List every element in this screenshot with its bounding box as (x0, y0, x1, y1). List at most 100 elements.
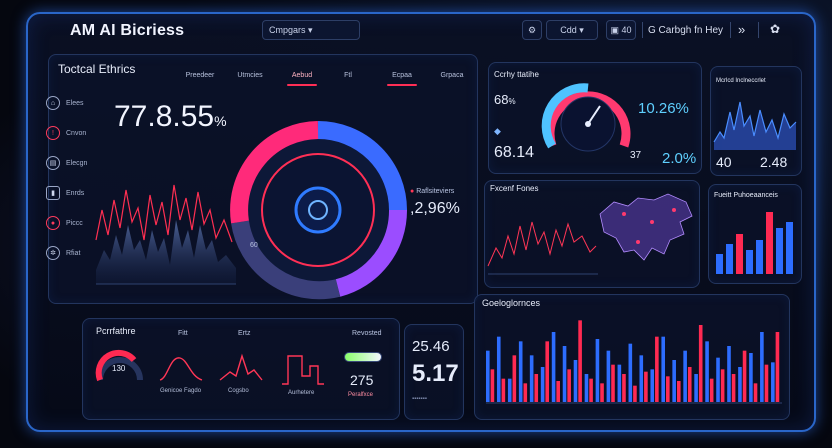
search-input[interactable]: Cmpgars ▾ (262, 20, 360, 40)
bar (600, 383, 604, 402)
area-fill (714, 102, 796, 150)
donut-ring-chart (230, 121, 408, 300)
bar (694, 374, 698, 402)
mid-right-bar-chart (716, 212, 793, 274)
number-bottom: 5.17 (412, 360, 459, 387)
gauge-marker: ◆ (494, 126, 501, 136)
print-label: 40 (621, 25, 632, 35)
world-map (599, 193, 693, 261)
bar (512, 355, 517, 402)
line-series (713, 101, 797, 143)
ring-blue-segment (317, 121, 407, 211)
bar (633, 385, 637, 402)
bar (496, 336, 501, 402)
map-marker (622, 212, 626, 216)
ring-small-value: 60 (250, 242, 258, 249)
gauge-left-bottom-value: 68.14 (494, 144, 535, 161)
main-area-chart (95, 184, 236, 285)
print-button[interactable]: ▣ 40 (606, 20, 636, 40)
bar (716, 357, 720, 402)
line-series (282, 355, 324, 385)
bar (705, 341, 709, 402)
bar (644, 371, 648, 402)
tab-ftl[interactable]: Ftl (344, 72, 352, 79)
bar (666, 376, 670, 402)
tab-grpaca[interactable]: Grpaca (440, 72, 464, 79)
tab-aebud[interactable]: Aebud (291, 72, 313, 79)
bar (573, 360, 578, 402)
area-fill (96, 220, 236, 284)
main-panel-title: Toctcal Ethrics (58, 62, 136, 76)
tab-preedeer[interactable]: Preedeer (185, 72, 215, 79)
bullet-icon: ● (410, 188, 415, 195)
red-line-series (487, 221, 597, 267)
gauge-needle (587, 105, 601, 125)
bar (727, 346, 731, 402)
nav-item-security[interactable]: ▮ Enrds (46, 184, 96, 202)
bar (650, 369, 655, 402)
bottom-label: Ertz (238, 330, 251, 337)
bar (775, 332, 780, 402)
nav-label: Piccc (66, 219, 83, 227)
line-series (219, 353, 263, 381)
bar (639, 355, 644, 402)
dropdown-select[interactable]: Cdd ▾ (546, 20, 598, 40)
ring-side-value: ,2,96% (410, 200, 460, 217)
bottom-label: Revosted (352, 330, 382, 337)
toolbar-divider (758, 22, 759, 38)
map-marker (636, 240, 640, 244)
gauge-right-bottom-value: 2.0% (662, 150, 697, 167)
main-kpi-unit: % (214, 113, 227, 129)
alert-icon: ! (46, 126, 60, 140)
main-kpi-number: 77.8.55 (114, 100, 215, 133)
bar (611, 364, 615, 402)
tab-ecpaa[interactable]: Ecpaa (392, 72, 412, 79)
gauge-right-prefix: 37 (630, 150, 642, 161)
search-value: Cmpgars (269, 25, 306, 35)
nav-item-charts[interactable]: ▤ Elecgn (46, 154, 96, 172)
bar (756, 240, 763, 274)
bar (753, 383, 758, 402)
caption: Aurhetere (288, 390, 315, 396)
app-title: AM AI Bicriess (70, 22, 185, 39)
bar (726, 244, 733, 274)
nav-item-alerts[interactable]: ! Cnvon (46, 124, 96, 142)
ring-side-number: 2,96% (414, 200, 460, 217)
bar (749, 353, 753, 402)
nav-label: Enrds (66, 189, 85, 197)
bar (760, 332, 764, 402)
expand-button[interactable]: » (738, 22, 746, 37)
bottom-right-panel-title: Goeloglornces (482, 298, 541, 308)
gauge-panel-title: Ccrhy ttatihe (494, 70, 539, 79)
ring-dark-segment (231, 220, 341, 300)
bar (628, 343, 633, 402)
bottom-right-bar-chart (486, 320, 782, 404)
bar (731, 374, 736, 402)
gauge-left-top-number: 68 (494, 92, 509, 107)
bar (556, 381, 560, 402)
bar (534, 374, 539, 402)
number-panel (404, 324, 464, 420)
settings-button[interactable]: ⚙ (522, 20, 542, 40)
map-line-chart (487, 221, 598, 275)
nav-item-location[interactable]: ● Piccc (46, 214, 96, 232)
bar (584, 374, 589, 402)
ring-side-label: ● Raflsiteviers (410, 188, 454, 195)
chevron-down-icon: ▾ (308, 25, 313, 35)
ring-purple-segment (335, 209, 408, 297)
top-bar: AM AI Bicriess Cmpgars ▾ ⚙ Cdd ▾ ▣ 40 G … (40, 16, 810, 46)
nav-item-settings[interactable]: ✲ Rfiat (46, 244, 96, 262)
map-panel (484, 180, 700, 288)
bar (698, 325, 703, 402)
account-label[interactable]: G Carbgh fn Hey (648, 25, 724, 36)
bar (720, 369, 725, 402)
users-icon[interactable]: ✿ (770, 22, 781, 36)
bottom-label: Fitt (178, 330, 188, 337)
toolbar-divider (730, 22, 731, 38)
nav-item-home[interactable]: ⌂ Elees (46, 94, 96, 112)
bar (540, 367, 545, 402)
gauge-arc-red (545, 91, 631, 148)
gear-icon: ✲ (46, 246, 60, 260)
tab-utmcies[interactable]: Utmcies (237, 72, 263, 79)
bottom-mid-value: 275 (350, 372, 374, 388)
